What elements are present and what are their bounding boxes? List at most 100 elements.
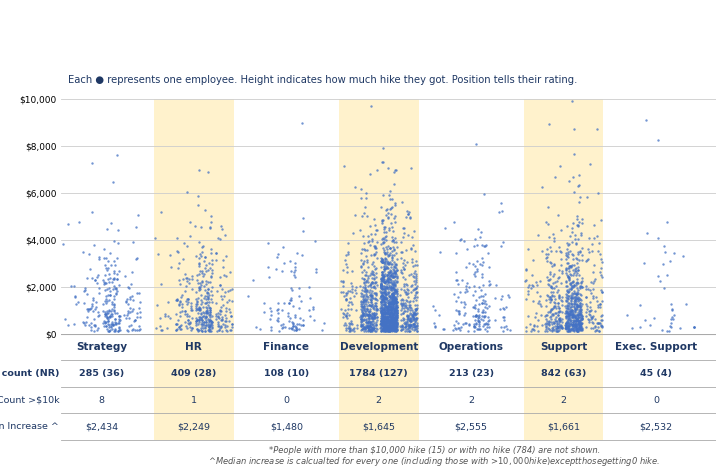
Text: $1,480: $1,480 [270, 422, 303, 431]
Point [356, 323, 367, 330]
Point [400, 320, 412, 327]
Point [364, 311, 376, 319]
Point [391, 304, 402, 311]
Point [366, 313, 377, 320]
Point [222, 322, 233, 329]
Point [404, 321, 415, 329]
Point [361, 305, 373, 313]
Point [109, 315, 120, 323]
Point [523, 281, 535, 289]
Point [351, 321, 363, 329]
Point [390, 323, 401, 330]
Point [532, 299, 544, 306]
Point [181, 322, 192, 330]
Point [362, 282, 374, 290]
Point [575, 317, 587, 324]
Point [356, 307, 367, 314]
Point [382, 302, 393, 310]
Point [389, 304, 400, 312]
Point [364, 318, 376, 326]
Point [481, 328, 492, 335]
Point [369, 322, 380, 329]
Point [567, 255, 579, 263]
Point [377, 217, 389, 224]
Point [347, 229, 359, 236]
Point [109, 275, 120, 282]
Point [384, 295, 396, 303]
Point [355, 315, 366, 322]
Point [387, 322, 399, 329]
Point [388, 312, 400, 320]
Point [341, 268, 353, 275]
Point [576, 215, 588, 223]
Point [400, 318, 411, 326]
Point [572, 300, 583, 308]
Point [407, 324, 418, 331]
Point [370, 269, 382, 277]
Point [356, 298, 367, 306]
Point [387, 311, 399, 319]
Point [219, 231, 230, 238]
Point [549, 315, 560, 322]
Point [566, 286, 577, 293]
Point [107, 310, 118, 318]
Point [384, 321, 395, 329]
Point [565, 321, 577, 328]
Point [580, 309, 592, 316]
Point [368, 324, 379, 332]
Point [384, 318, 396, 326]
Point [381, 306, 392, 314]
Point [112, 327, 124, 335]
Point [362, 318, 374, 326]
Point [377, 289, 388, 297]
Point [100, 292, 112, 300]
Point [564, 282, 576, 289]
Point [574, 284, 585, 292]
Point [495, 306, 506, 313]
Point [365, 327, 377, 334]
Point [391, 311, 402, 318]
Point [479, 242, 490, 250]
Point [272, 250, 284, 258]
Point [282, 312, 294, 320]
Point [386, 219, 397, 227]
Point [377, 318, 389, 325]
Point [593, 319, 605, 327]
Point [382, 278, 394, 285]
Point [386, 307, 397, 314]
Point [409, 314, 420, 321]
Point [553, 320, 564, 328]
Point [569, 322, 580, 330]
Point [550, 327, 562, 334]
Point [390, 301, 401, 308]
Point [585, 289, 597, 297]
Point [540, 296, 552, 304]
Point [384, 296, 395, 304]
Point [385, 303, 397, 310]
Point [376, 281, 387, 288]
Point [562, 248, 574, 255]
Point [361, 311, 373, 319]
Point [563, 321, 575, 328]
Point [448, 290, 459, 298]
Point [360, 272, 372, 279]
Point [567, 321, 579, 328]
Point [626, 324, 638, 331]
Point [114, 327, 125, 334]
Point [377, 315, 388, 323]
Point [371, 313, 382, 321]
Point [383, 307, 395, 315]
Point [101, 322, 112, 330]
Point [383, 323, 395, 331]
Point [561, 324, 572, 331]
Point [575, 308, 586, 315]
Point [390, 323, 402, 331]
Point [124, 293, 135, 301]
Point [359, 305, 370, 313]
Point [361, 276, 372, 283]
Point [571, 212, 582, 220]
Point [567, 224, 578, 232]
Point [381, 313, 392, 321]
Point [375, 279, 387, 287]
Point [562, 294, 573, 302]
